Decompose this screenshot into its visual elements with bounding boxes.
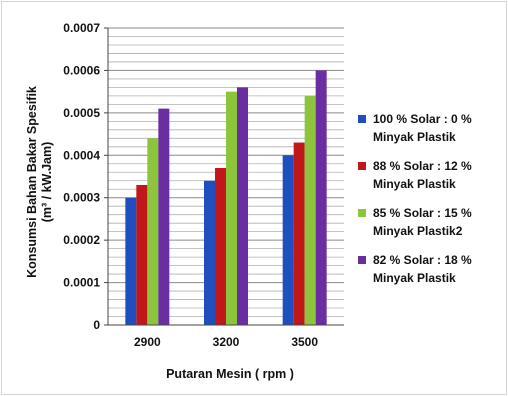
- bar: [237, 87, 248, 326]
- x-tick-label: 3200: [213, 335, 240, 349]
- legend-label: 88 % Solar : 12 % Minyak Plastik: [373, 159, 472, 191]
- legend-item: 100 % Solar : 0 % Minyak Plastik: [358, 110, 508, 146]
- legend: 100 % Solar : 0 % Minyak Plastik 88 % So…: [358, 110, 508, 298]
- bar: [136, 184, 148, 325]
- bar: [215, 168, 226, 325]
- bar: [204, 180, 215, 325]
- y-tick-label: 0.0001: [63, 276, 100, 290]
- bar: [293, 142, 305, 325]
- y-axis-title-line1: Konsumsi Bahan Bakar Spesifik: [25, 86, 39, 278]
- y-tick-label: 0.0005: [63, 106, 100, 120]
- x-tick-label: 2900: [134, 335, 161, 349]
- legend-swatch: [358, 256, 366, 264]
- legend-label: 100 % Solar : 0 % Minyak Plastik: [373, 112, 472, 144]
- bar: [282, 155, 294, 325]
- y-axis-title-line2: (m³ / kW.Jam): [40, 142, 54, 223]
- y-tick-label: 0.0004: [63, 148, 100, 162]
- x-axis-title: Putaran Mesin ( rpm ): [166, 367, 294, 381]
- legend-label: 82 % Solar : 18 % Minyak Plastik: [373, 253, 472, 285]
- legend-label: 85 % Solar : 15 % Minyak Plastik2: [373, 206, 472, 238]
- legend-item: 88 % Solar : 12 % Minyak Plastik: [358, 157, 508, 193]
- axes: 0 0.0001 0.0002 0.0003 0.0004 0.0005 0.0006 0.0…: [63, 21, 344, 349]
- legend-swatch: [358, 209, 366, 217]
- y-tick-label: 0.0002: [63, 233, 100, 247]
- x-tick-label: 3500: [291, 335, 318, 349]
- y-axis-title: Konsumsi Bahan Bakar Spesifik (m³ / kW.J…: [25, 86, 54, 278]
- bars: [125, 70, 327, 326]
- y-tick-label: 0.0007: [63, 21, 100, 35]
- legend-swatch: [358, 115, 366, 123]
- legend-item: 82 % Solar : 18 % Minyak Plastik: [358, 251, 508, 287]
- bar: [315, 70, 327, 325]
- bar: [158, 108, 170, 325]
- legend-item: 85 % Solar : 15 % Minyak Plastik2: [358, 204, 508, 240]
- y-tick-label: 0.0003: [63, 191, 100, 205]
- y-tick-label: 0.0006: [63, 63, 100, 77]
- legend-swatch: [358, 162, 366, 170]
- bar: [304, 95, 316, 325]
- y-tick-label: 0: [93, 318, 100, 332]
- bar: [147, 138, 159, 325]
- bar: [125, 197, 137, 325]
- bar: [226, 91, 237, 326]
